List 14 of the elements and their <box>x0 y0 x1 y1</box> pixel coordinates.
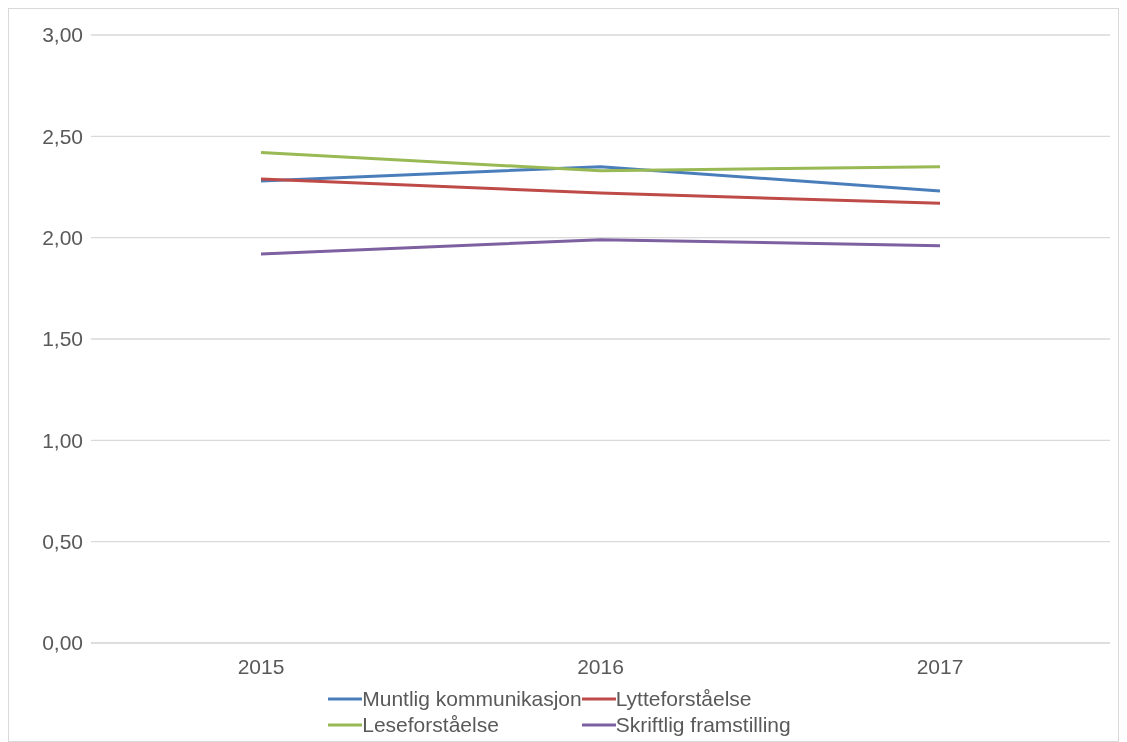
y-tick-label: 3,00 <box>42 23 83 47</box>
y-tick-label: 2,00 <box>42 226 83 250</box>
x-tick-label: 2016 <box>577 654 624 678</box>
y-tick-label: 0,00 <box>42 631 83 655</box>
legend-label: Muntlig kommunikasjon <box>362 687 582 711</box>
y-tick-label: 2,50 <box>42 124 83 148</box>
legend-label: Lytteforståelse <box>615 687 752 711</box>
x-tick-label: 2015 <box>237 654 285 678</box>
legend-label: Leseforståelse <box>362 713 499 737</box>
legend-label: Skriftlig framstilling <box>615 713 791 737</box>
y-tick-label: 1,00 <box>42 428 83 452</box>
x-tick-label: 2017 <box>916 654 964 678</box>
y-tick-label: 0,50 <box>42 530 83 554</box>
y-tick-label: 1,50 <box>42 327 83 351</box>
